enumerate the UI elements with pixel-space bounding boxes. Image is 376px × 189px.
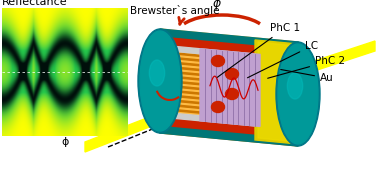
- Polygon shape: [160, 69, 298, 84]
- Polygon shape: [160, 50, 298, 66]
- Ellipse shape: [211, 101, 224, 112]
- Polygon shape: [160, 48, 298, 63]
- Polygon shape: [160, 126, 298, 141]
- Polygon shape: [160, 117, 298, 138]
- Polygon shape: [160, 116, 298, 132]
- Polygon shape: [160, 102, 298, 118]
- Polygon shape: [160, 81, 298, 96]
- Polygon shape: [160, 37, 298, 58]
- Polygon shape: [160, 76, 298, 91]
- Polygon shape: [160, 43, 298, 58]
- Polygon shape: [160, 72, 298, 87]
- Polygon shape: [160, 128, 298, 143]
- Polygon shape: [160, 112, 298, 130]
- Polygon shape: [160, 55, 298, 70]
- Polygon shape: [160, 109, 298, 125]
- Polygon shape: [160, 83, 298, 99]
- Ellipse shape: [287, 73, 303, 99]
- Polygon shape: [160, 88, 298, 103]
- Polygon shape: [160, 130, 298, 146]
- Ellipse shape: [276, 42, 320, 146]
- Polygon shape: [160, 45, 298, 63]
- Polygon shape: [160, 114, 298, 129]
- Polygon shape: [160, 105, 298, 120]
- Polygon shape: [160, 34, 298, 49]
- Text: LC: LC: [247, 41, 318, 78]
- Polygon shape: [160, 97, 298, 113]
- Polygon shape: [160, 119, 298, 134]
- Polygon shape: [160, 31, 298, 47]
- Polygon shape: [160, 86, 298, 101]
- Ellipse shape: [278, 44, 318, 144]
- Text: Brewster`s angle: Brewster`s angle: [130, 5, 220, 16]
- Polygon shape: [160, 41, 298, 56]
- Polygon shape: [200, 49, 260, 126]
- Polygon shape: [160, 29, 298, 44]
- Text: 3: 3: [5, 85, 13, 98]
- Polygon shape: [160, 91, 298, 106]
- X-axis label: ϕ: ϕ: [61, 137, 68, 147]
- Polygon shape: [85, 109, 170, 152]
- Polygon shape: [296, 41, 375, 77]
- Polygon shape: [160, 60, 298, 75]
- Polygon shape: [160, 64, 298, 80]
- Ellipse shape: [149, 60, 165, 86]
- Text: ϕ: ϕ: [213, 0, 221, 10]
- Ellipse shape: [226, 68, 238, 80]
- Polygon shape: [160, 95, 298, 110]
- Text: PhC 2: PhC 2: [268, 56, 345, 78]
- Polygon shape: [160, 125, 298, 146]
- Polygon shape: [160, 57, 298, 73]
- Ellipse shape: [140, 31, 180, 131]
- Polygon shape: [160, 74, 298, 89]
- Polygon shape: [160, 38, 298, 54]
- Ellipse shape: [226, 88, 238, 99]
- Polygon shape: [258, 42, 296, 142]
- Text: Reflectance: Reflectance: [2, 0, 68, 7]
- Polygon shape: [160, 78, 298, 94]
- Polygon shape: [160, 67, 298, 82]
- Polygon shape: [160, 124, 298, 139]
- Polygon shape: [255, 40, 298, 144]
- Text: PhC 1: PhC 1: [217, 23, 300, 77]
- Polygon shape: [160, 121, 298, 136]
- Polygon shape: [160, 29, 298, 50]
- Ellipse shape: [211, 56, 224, 67]
- Ellipse shape: [138, 29, 182, 133]
- Polygon shape: [160, 107, 298, 122]
- Polygon shape: [160, 62, 298, 77]
- Polygon shape: [160, 45, 298, 61]
- Polygon shape: [160, 53, 298, 68]
- Polygon shape: [160, 112, 298, 127]
- Text: Au: Au: [281, 70, 334, 83]
- Polygon shape: [160, 93, 298, 108]
- Polygon shape: [160, 36, 298, 51]
- Polygon shape: [160, 100, 298, 115]
